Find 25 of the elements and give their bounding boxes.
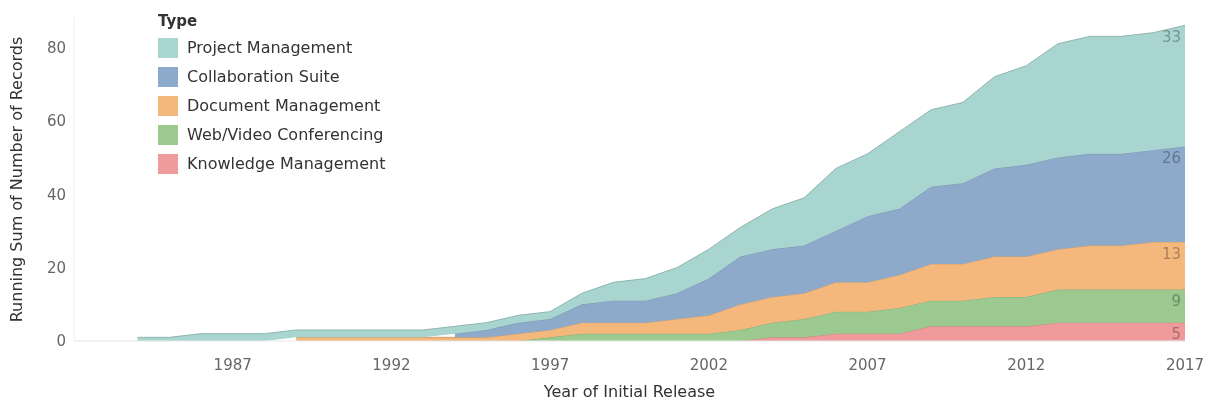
data-label: 26 (1161, 149, 1181, 168)
y-tick-label: 80 (46, 38, 66, 57)
data-label: 9 (1171, 292, 1181, 311)
y-tick-label: 0 (56, 332, 66, 351)
y-axis-title: Running Sum of Number of Records (6, 36, 26, 323)
x-tick-label: 2007 (848, 355, 887, 374)
legend-label: Project Management (187, 38, 353, 57)
y-tick-label: 60 (46, 112, 66, 131)
y-tick-label: 20 (46, 258, 66, 277)
x-tick-label: 2017 (1165, 355, 1205, 374)
legend-title: Type (158, 12, 199, 30)
data-label: 5 (1171, 325, 1181, 344)
data-label: 13 (1161, 244, 1181, 263)
y-tick-label: 40 (46, 185, 66, 204)
x-tick-label: 1987 (213, 355, 252, 374)
legend-label: Web/Video Conferencing (187, 125, 384, 144)
x-tick-label: 2002 (689, 355, 728, 374)
x-axis-title: Year of Initial Release (542, 382, 716, 401)
data-label: 33 (1161, 27, 1181, 46)
legend-label: Document Management (187, 96, 381, 115)
x-tick-label: 1997 (531, 355, 570, 374)
legend-label: Knowledge Management (187, 154, 386, 173)
x-tick-label: 1992 (372, 355, 411, 374)
legend-label: Collaboration Suite (187, 67, 340, 86)
x-tick-label: 2012 (1007, 355, 1046, 374)
